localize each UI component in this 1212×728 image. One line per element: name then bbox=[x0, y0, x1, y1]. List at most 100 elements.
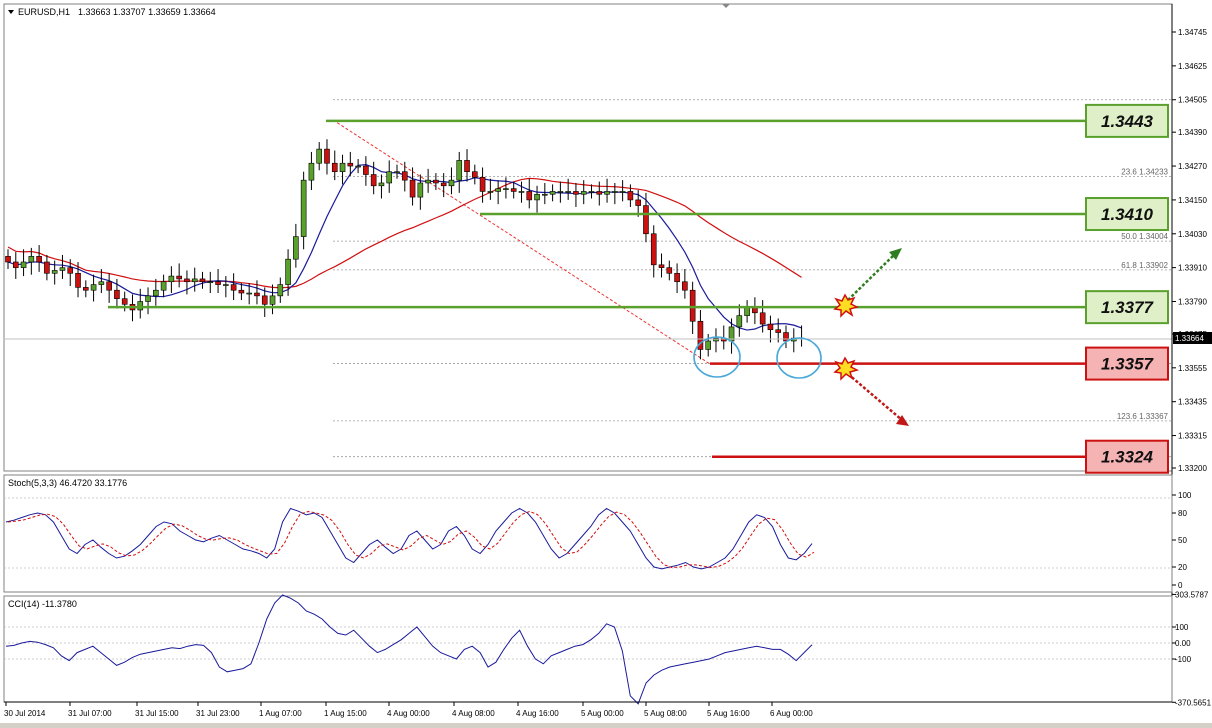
time-tick-label: 31 Jul 15:00 bbox=[135, 709, 179, 718]
time-tick-label: 6 Aug 00:00 bbox=[770, 709, 813, 718]
fib-level-label: 50.0 1.34004 bbox=[1121, 232, 1168, 241]
candle bbox=[767, 315, 774, 343]
price-tick-label: 1.34625 bbox=[1178, 62, 1207, 71]
stochastic-pane[interactable]: Stoch(5,3,3) 46.4720 33.1776 100 80 50 20 0 bbox=[3, 474, 1192, 593]
cci-tick-label: 100 bbox=[1175, 623, 1189, 632]
candle bbox=[12, 252, 19, 279]
level-1-3410[interactable]: 1.3410 bbox=[480, 197, 1169, 232]
candle bbox=[736, 304, 743, 337]
candle bbox=[300, 171, 307, 250]
candle bbox=[487, 178, 494, 200]
candle bbox=[713, 328, 719, 353]
time-tick-label: 5 Aug 16:00 bbox=[707, 709, 750, 718]
candle bbox=[160, 274, 167, 298]
candle bbox=[285, 249, 291, 296]
price-tick-label: 1.33790 bbox=[1178, 298, 1207, 307]
candle bbox=[604, 178, 610, 203]
candle bbox=[293, 223, 299, 268]
candle bbox=[331, 150, 338, 181]
candle bbox=[573, 182, 579, 207]
cci-axis: 303.5787 100 0.00 -100 -370.5651 bbox=[1172, 590, 1212, 707]
candle bbox=[370, 161, 377, 195]
candle bbox=[137, 288, 144, 319]
candle bbox=[759, 300, 766, 333]
chart-symbol-timeframe: EURUSD,H1 bbox=[18, 7, 70, 17]
cci-pane-frame bbox=[3, 595, 1173, 703]
candle bbox=[347, 151, 354, 176]
price-pane-frame bbox=[3, 3, 1173, 472]
price-pane[interactable]: 23.6 1.34233 50.0 1.34004 61.8 1.33902 123.… bbox=[3, 3, 1173, 474]
candle bbox=[339, 154, 346, 185]
double-bottom-circle-1 bbox=[693, 336, 741, 378]
candle bbox=[36, 245, 42, 272]
fibonacci-levels: 23.6 1.34233 50.0 1.34004 61.8 1.33902 123.… bbox=[333, 99, 1172, 458]
candle bbox=[542, 182, 548, 205]
candle bbox=[168, 266, 175, 294]
stochastic-label: Stoch(5,3,3) 46.4720 33.1776 bbox=[8, 478, 127, 488]
candle bbox=[277, 277, 284, 303]
fib-level-label: 61.8 1.33902 bbox=[1121, 261, 1168, 270]
candle bbox=[549, 184, 556, 202]
candle bbox=[98, 269, 105, 294]
stoch-tick-label: 20 bbox=[1178, 563, 1187, 572]
candle bbox=[114, 278, 120, 309]
candle bbox=[261, 287, 268, 318]
candle bbox=[191, 267, 198, 292]
candle bbox=[471, 164, 478, 185]
candle bbox=[308, 151, 315, 191]
candle bbox=[409, 167, 416, 206]
level-label: 1.3410 bbox=[1101, 205, 1154, 224]
candle bbox=[145, 287, 151, 315]
level-1-3377[interactable]: 1.3377 bbox=[108, 290, 1169, 325]
level-1-3443[interactable]: 1.3443 bbox=[326, 103, 1169, 138]
time-tick-label: 5 Aug 00:00 bbox=[581, 709, 624, 718]
candle bbox=[199, 271, 206, 289]
candle bbox=[503, 177, 509, 199]
candle bbox=[184, 270, 190, 295]
level-1-3357[interactable]: 1.3357 bbox=[710, 346, 1169, 381]
candle bbox=[223, 276, 229, 298]
candle bbox=[5, 249, 11, 270]
candle bbox=[230, 273, 237, 301]
candle bbox=[207, 271, 214, 294]
candle bbox=[526, 178, 533, 209]
chart-shift-marker-icon[interactable] bbox=[722, 4, 730, 8]
candle bbox=[557, 181, 564, 203]
candle bbox=[67, 259, 74, 286]
cci-tick-label: 0.00 bbox=[1175, 639, 1191, 648]
candle bbox=[495, 180, 501, 205]
candle bbox=[666, 260, 673, 281]
candle bbox=[215, 269, 221, 294]
bearish-breakout-arrow bbox=[847, 373, 909, 426]
candle bbox=[28, 247, 35, 275]
time-tick-label: 4 Aug 00:00 bbox=[387, 709, 430, 718]
price-tick-label: 1.34745 bbox=[1178, 28, 1207, 37]
candle bbox=[269, 284, 276, 315]
candle bbox=[433, 173, 439, 191]
candle bbox=[153, 278, 159, 306]
price-tick-label: 1.33435 bbox=[1178, 398, 1207, 407]
price-tick-label: 1.34030 bbox=[1178, 230, 1207, 239]
cci-tick-label: -100 bbox=[1175, 655, 1192, 664]
cci-pane[interactable]: CCI(14) -11.3780 303.5787 100 0.00 -100 -370… bbox=[3, 590, 1212, 707]
stochastic-axis: 100 80 50 20 0 bbox=[1172, 491, 1192, 590]
cci-label: CCI(14) -11.3780 bbox=[8, 599, 77, 609]
candle bbox=[456, 151, 463, 193]
support-resistance-levels[interactable]: 1.3443 1.3410 1.3377 1.3357 1.3324 bbox=[108, 103, 1169, 474]
candle bbox=[650, 225, 657, 278]
candle bbox=[643, 192, 649, 243]
candle bbox=[59, 254, 66, 279]
chart-menu-arrow-icon[interactable] bbox=[8, 10, 14, 14]
level-label: 1.3357 bbox=[1101, 355, 1155, 374]
candle bbox=[246, 283, 252, 305]
level-1-3324[interactable]: 1.3324 bbox=[712, 439, 1169, 474]
candle bbox=[580, 180, 587, 205]
price-tick-label: 1.34390 bbox=[1178, 128, 1207, 137]
stochastic-pane-frame bbox=[3, 474, 1173, 593]
fib-level-label: 123.6 1.33367 bbox=[1117, 412, 1169, 421]
price-tick-label: 1.34270 bbox=[1178, 162, 1207, 171]
slow-moving-average bbox=[7, 177, 802, 289]
stoch-tick-label: 80 bbox=[1178, 509, 1187, 518]
